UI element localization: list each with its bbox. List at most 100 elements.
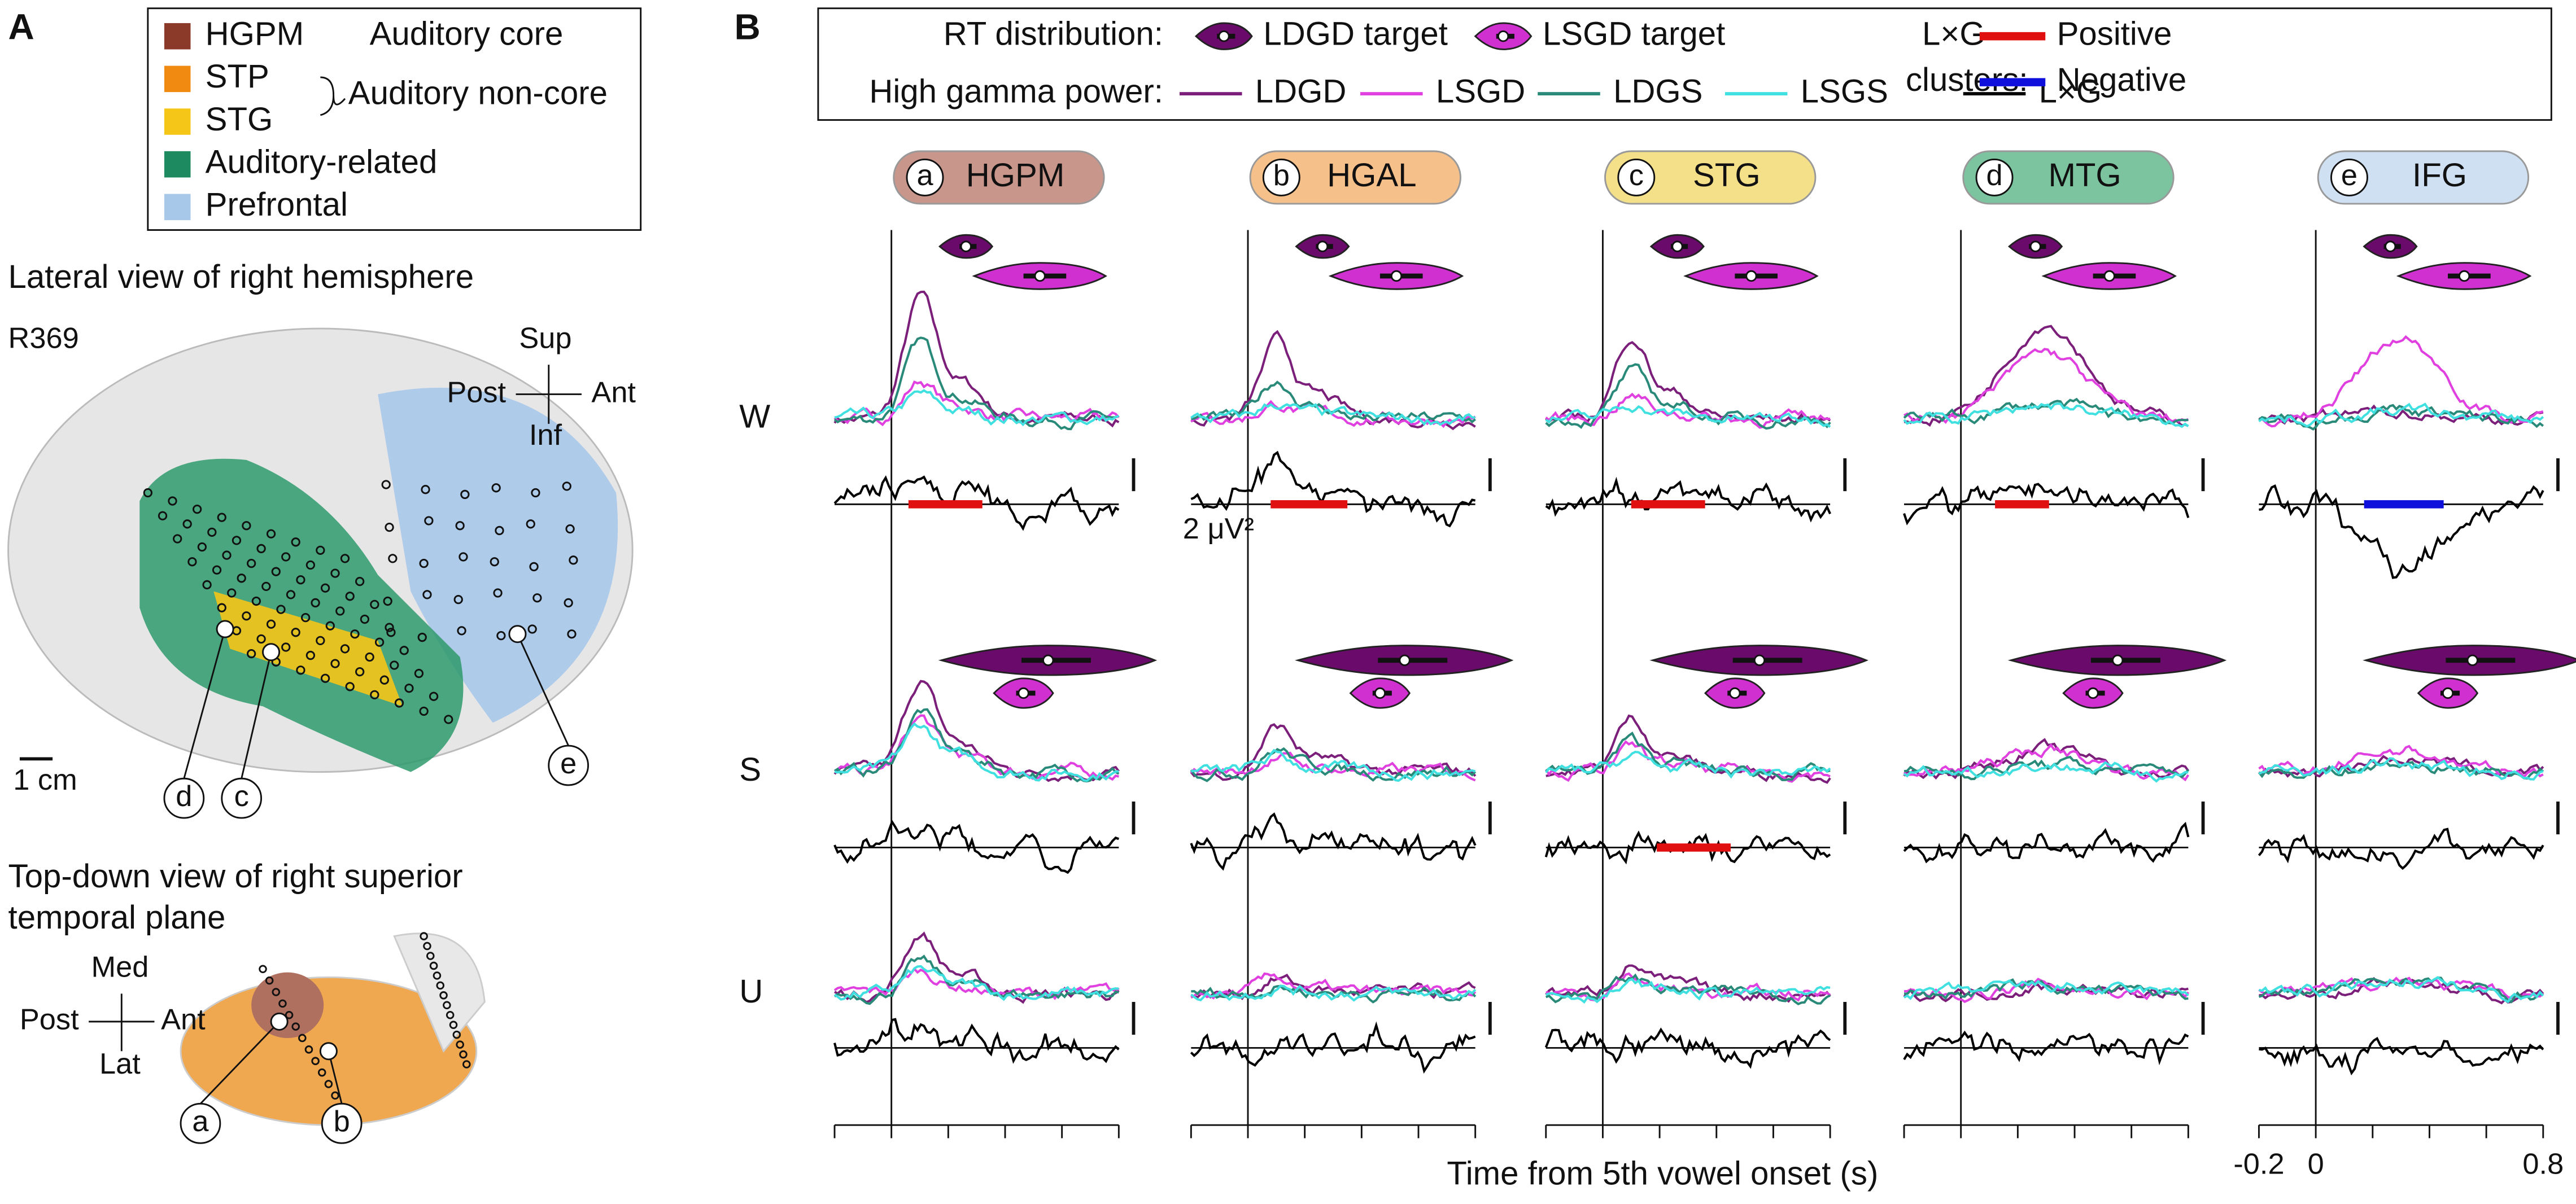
electrode bbox=[383, 596, 392, 606]
hg-trace bbox=[833, 708, 1120, 783]
hg-trace bbox=[2258, 976, 2544, 1004]
legend-swatch bbox=[164, 23, 191, 50]
legend-swatch bbox=[164, 194, 191, 221]
electrode bbox=[459, 552, 468, 562]
hg-trace bbox=[1545, 964, 1831, 1003]
hg-trace bbox=[1545, 405, 1831, 428]
electrode bbox=[242, 611, 251, 621]
electrode bbox=[311, 598, 320, 608]
electrode bbox=[265, 976, 274, 985]
electrode bbox=[331, 1091, 339, 1100]
legend-label: LDGD target bbox=[1263, 16, 1448, 52]
legend-swatch bbox=[164, 151, 191, 178]
hg-trace bbox=[1545, 392, 1831, 429]
compass bbox=[516, 365, 582, 424]
electrode bbox=[444, 715, 453, 724]
electrode bbox=[370, 690, 379, 700]
electrode bbox=[433, 971, 442, 980]
electrode bbox=[259, 965, 267, 974]
rt-violin-median bbox=[1390, 270, 1403, 282]
electrode bbox=[423, 942, 431, 951]
electrode bbox=[242, 521, 251, 531]
rt-violin-median bbox=[2458, 270, 2470, 282]
electrode-label: e bbox=[560, 747, 577, 780]
column-region: STG bbox=[1693, 157, 1761, 194]
electrode-label-circle bbox=[163, 777, 205, 819]
electrode bbox=[173, 534, 182, 544]
electrode bbox=[197, 542, 207, 552]
callout-line bbox=[241, 651, 272, 779]
electrode bbox=[394, 698, 404, 708]
legend-b-box bbox=[817, 7, 2552, 121]
scale-label: 1 cm bbox=[13, 764, 77, 796]
lxg-trace bbox=[833, 475, 1120, 531]
legend-label: Positive bbox=[2057, 16, 2172, 52]
column-letter-circle bbox=[1617, 158, 1656, 196]
legend-label: LDGD bbox=[1255, 73, 1347, 110]
electrode-label-circle bbox=[221, 777, 263, 819]
electrode bbox=[567, 629, 577, 639]
group-label: Auditory non-core bbox=[348, 75, 608, 111]
legend-swatch bbox=[164, 108, 191, 135]
electrode bbox=[278, 999, 287, 1008]
column-pill bbox=[1604, 150, 1817, 205]
electrode bbox=[168, 496, 177, 506]
electrode bbox=[529, 562, 539, 572]
electrode-label-circle bbox=[548, 745, 590, 786]
callout-line bbox=[199, 1021, 280, 1105]
hg-trace bbox=[833, 965, 1119, 1001]
electrode bbox=[426, 952, 435, 960]
legend-label: HGPM bbox=[206, 16, 304, 52]
lxg-trace bbox=[1903, 1030, 2189, 1066]
electrode bbox=[217, 603, 226, 612]
electrode bbox=[192, 504, 202, 514]
hg-trace bbox=[1545, 978, 1831, 1004]
electrode bbox=[495, 526, 504, 536]
legend-title: L×G bbox=[1922, 16, 1985, 52]
electrode bbox=[281, 552, 291, 562]
electrode bbox=[266, 619, 276, 629]
scale-bar-label: 2 μV² bbox=[1183, 513, 1254, 545]
legend-violin-median bbox=[1497, 30, 1509, 42]
electrode-label: b bbox=[334, 1105, 350, 1138]
legend-label: LSGD target bbox=[1543, 16, 1725, 52]
electrode bbox=[335, 606, 345, 616]
column-letter-circle bbox=[906, 158, 944, 196]
electrode bbox=[386, 628, 396, 637]
hg-trace bbox=[1190, 747, 1477, 782]
hg-trace bbox=[1903, 761, 2189, 783]
legend-label: Negative bbox=[2057, 62, 2187, 98]
hg-trace bbox=[1903, 397, 2189, 425]
electrode bbox=[317, 1068, 326, 1077]
rt-violin-median bbox=[2087, 687, 2099, 699]
electrode bbox=[316, 545, 325, 555]
column-region: HGPM bbox=[966, 157, 1065, 194]
rt-violin-median bbox=[1745, 270, 1757, 282]
electrode bbox=[187, 557, 197, 567]
row-label: S bbox=[739, 751, 761, 788]
rt-violin-median bbox=[960, 240, 972, 252]
hg-trace bbox=[1190, 984, 1477, 1002]
electrode bbox=[360, 614, 370, 624]
electrode bbox=[374, 637, 385, 647]
rt-violin-median bbox=[1316, 240, 1329, 252]
electrode bbox=[421, 485, 430, 494]
rt-violin-median bbox=[2466, 654, 2478, 666]
electrode bbox=[340, 644, 350, 654]
column-region: MTG bbox=[2048, 157, 2121, 194]
electrode bbox=[565, 524, 575, 534]
electrode bbox=[462, 1060, 471, 1069]
rt-violin-median bbox=[2029, 240, 2041, 252]
electrode-highlight bbox=[270, 1012, 289, 1031]
electrode bbox=[457, 626, 466, 636]
column-region: HGAL bbox=[1327, 157, 1416, 194]
electrode bbox=[316, 636, 325, 646]
electrode bbox=[330, 568, 340, 578]
electrode bbox=[217, 513, 226, 522]
electrode bbox=[237, 573, 246, 583]
electrode bbox=[404, 684, 414, 693]
column-letter: c bbox=[1629, 159, 1644, 192]
electrode bbox=[232, 536, 242, 545]
column-region: IFG bbox=[2412, 157, 2467, 194]
lxg-trace bbox=[1545, 476, 1831, 523]
